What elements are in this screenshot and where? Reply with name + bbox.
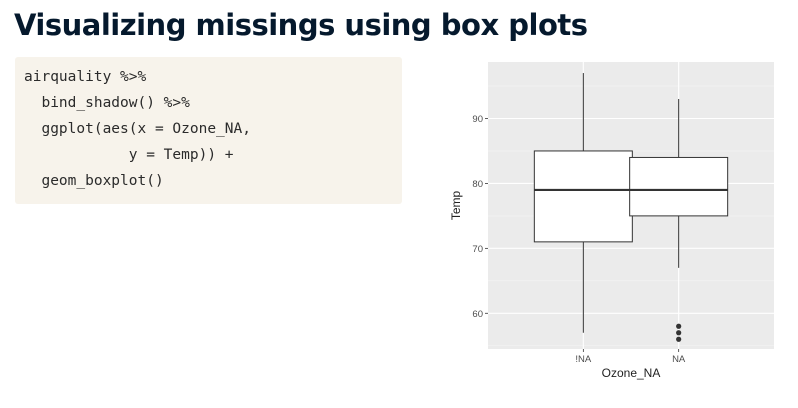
boxplot-chart: 60 70 80 90 !NA NA Ozone_NA Temp: [440, 55, 790, 385]
slide-title: Visualizing missings using box plots: [14, 8, 588, 42]
code-line: y = Temp)) +: [24, 147, 234, 163]
box: [533, 150, 633, 243]
y-tick-label: 60: [472, 309, 483, 320]
y-tick-label: 70: [472, 244, 483, 255]
chart-svg: 60 70 80 90 !NA NA Ozone_NA Temp: [449, 62, 774, 380]
outlier-point: [676, 323, 682, 329]
code-block: airquality %>% bind_shadow() %>% ggplot(…: [15, 57, 402, 204]
y-tick-label: 90: [472, 114, 483, 125]
x-tick-label: !NA: [575, 354, 592, 365]
code-line: ggplot(aes(x = Ozone_NA,: [24, 121, 251, 137]
y-axis-title: Temp: [449, 191, 463, 221]
x-tick-label: NA: [672, 354, 686, 365]
code-line: airquality %>%: [24, 69, 147, 85]
outlier-point: [676, 336, 682, 342]
box: [629, 156, 729, 217]
code-line: bind_shadow() %>%: [24, 95, 190, 111]
y-tick-label: 80: [472, 179, 483, 190]
code-line: geom_boxplot(): [24, 173, 164, 189]
outlier-point: [676, 330, 682, 336]
x-axis-title: Ozone_NA: [602, 366, 661, 380]
